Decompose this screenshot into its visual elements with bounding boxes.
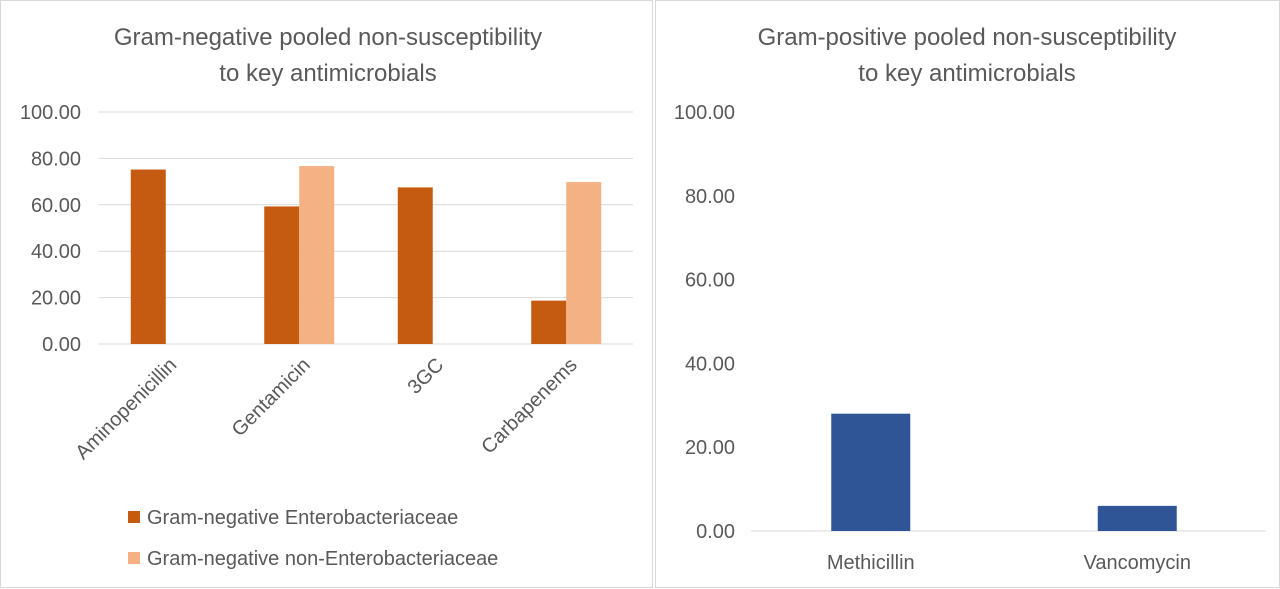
bar-vancomycin: [1097, 505, 1177, 531]
bar-gentamicin-series-1: [264, 206, 300, 344]
chart-panel-gram-positive: Gram-positive pooled non-susceptibility …: [655, 0, 1280, 588]
bar-aminopenicillin-series-1: [130, 169, 166, 344]
y-tick-label: 60.00: [31, 195, 81, 217]
y-tick-label: 100.00: [20, 102, 81, 124]
legend-swatch-enterobacteriaceae: [128, 511, 140, 523]
bar-3gc-series-1: [397, 187, 433, 344]
gram-positive-chart: Gram-positive pooled non-susceptibility …: [674, 24, 1266, 574]
legend-label-non-enterobacteriaceae: Gram-negative non-Enterobacteriaceae: [147, 548, 498, 570]
chart-title-line-1: Gram-positive pooled non-susceptibility: [758, 24, 1177, 51]
x-category-label: Gentamicin: [228, 354, 315, 441]
chart-title-line-2: to key antimicrobials: [219, 60, 436, 87]
gram-negative-chart: Gram-negative pooled non-susceptibility …: [20, 24, 633, 570]
y-tick-label: 20.00: [31, 288, 81, 310]
bar-methicillin: [831, 413, 911, 531]
y-tick-label: 0.00: [42, 334, 81, 356]
x-category-label: Methicillin: [827, 552, 915, 574]
bar-gentamicin-series-2: [299, 166, 335, 344]
x-category-label: Vancomycin: [1084, 552, 1191, 574]
y-tick-label: 60.00: [685, 270, 735, 292]
chart-panel-gram-negative: Gram-negative pooled non-susceptibility …: [0, 0, 653, 588]
y-tick-label: 40.00: [31, 241, 81, 263]
y-tick-label: 20.00: [685, 437, 735, 459]
x-category-label: Aminopenicillin: [71, 354, 181, 464]
x-category-label: 3GC: [404, 354, 449, 399]
bar-carbapenems-series-2: [566, 182, 602, 344]
legend-label-enterobacteriaceae: Gram-negative Enterobacteriaceae: [147, 507, 458, 529]
y-tick-label: 80.00: [31, 148, 81, 170]
y-tick-label: 40.00: [685, 353, 735, 375]
chart-title-line-1: Gram-negative pooled non-susceptibility: [114, 24, 542, 51]
y-tick-label: 0.00: [696, 521, 735, 543]
chart-title-line-2: to key antimicrobials: [858, 60, 1075, 87]
bar-carbapenems-series-1: [531, 300, 567, 344]
y-tick-label: 80.00: [685, 186, 735, 208]
x-category-label: Carbapenems: [477, 354, 581, 458]
legend-swatch-non-enterobacteriaceae: [128, 552, 140, 564]
y-tick-label: 100.00: [674, 102, 735, 124]
